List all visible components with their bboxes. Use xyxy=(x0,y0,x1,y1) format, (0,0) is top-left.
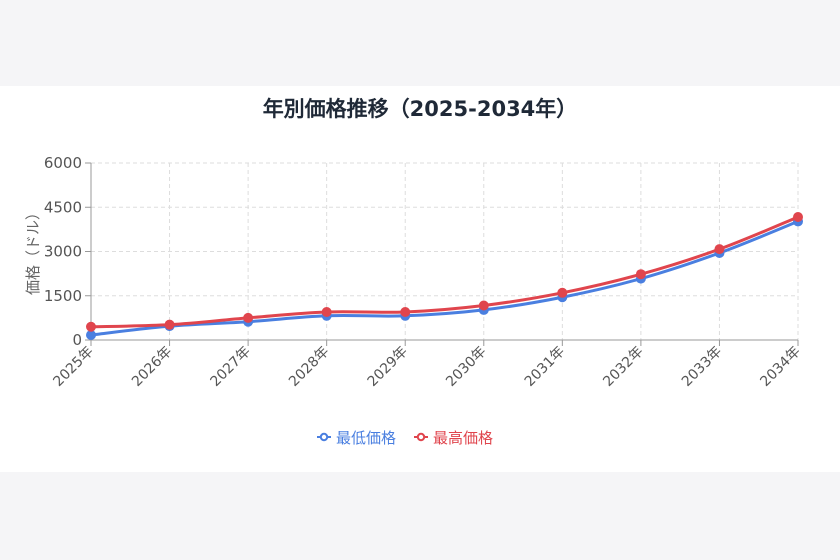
data-point[interactable] xyxy=(164,319,175,330)
data-point[interactable] xyxy=(243,312,254,323)
y-tick-label: 3000 xyxy=(44,243,82,261)
legend: 最低価格 最高価格 xyxy=(317,429,493,447)
data-point[interactable] xyxy=(321,306,332,317)
legend-item[interactable]: 最高価格 xyxy=(433,429,493,447)
x-tick-label: 2032年 xyxy=(600,344,646,390)
data-point[interactable] xyxy=(86,321,96,332)
axes xyxy=(85,162,799,346)
legend-marker xyxy=(416,432,426,442)
x-tick-label: 2025年 xyxy=(50,344,96,390)
y-tick-label: 6000 xyxy=(44,154,82,172)
x-tick-label: 2033年 xyxy=(679,344,725,390)
x-tick-label: 2029年 xyxy=(365,344,411,390)
series-line-0 xyxy=(90,220,799,337)
x-tick-label: 2028年 xyxy=(286,344,332,390)
x-tick-label: 2030年 xyxy=(443,344,489,390)
data-point[interactable] xyxy=(635,269,646,280)
data-point[interactable] xyxy=(714,244,725,255)
y-tick-label: 1500 xyxy=(44,287,82,305)
y-tick-label: 4500 xyxy=(44,198,82,216)
chart-card: 年別価格推移（2025-2034年） 0 1500 3000 4500 6000 202… xyxy=(0,86,840,472)
x-tick-label: 2026年 xyxy=(129,344,175,390)
y-axis-label: 価格（ドル） xyxy=(24,205,42,295)
data-point[interactable] xyxy=(793,211,803,222)
x-axis-ticks: 2025年 2026年 2027年 2028年 2029年 2030年 2031年 2032年… xyxy=(50,344,803,390)
x-tick-label: 2027年 xyxy=(208,344,254,390)
x-tick-label: 2031年 xyxy=(522,344,568,390)
data-point[interactable] xyxy=(400,306,411,317)
legend-marker xyxy=(319,432,329,442)
data-point[interactable] xyxy=(478,300,489,311)
data-point[interactable] xyxy=(557,287,568,298)
series-group xyxy=(86,211,803,340)
line-chart: 年別価格推移（2025-2034年） 0 1500 3000 4500 6000 202… xyxy=(24,97,804,447)
y-axis-ticks: 0 1500 3000 4500 6000 xyxy=(44,154,82,349)
legend-item[interactable]: 最低価格 xyxy=(336,429,396,447)
x-tick-label: 2034年 xyxy=(757,344,803,390)
chart-title: 年別価格推移（2025-2034年） xyxy=(263,97,578,121)
y-tick-label: 0 xyxy=(72,331,82,349)
series-line-1 xyxy=(90,215,799,329)
data-point[interactable] xyxy=(86,329,96,340)
